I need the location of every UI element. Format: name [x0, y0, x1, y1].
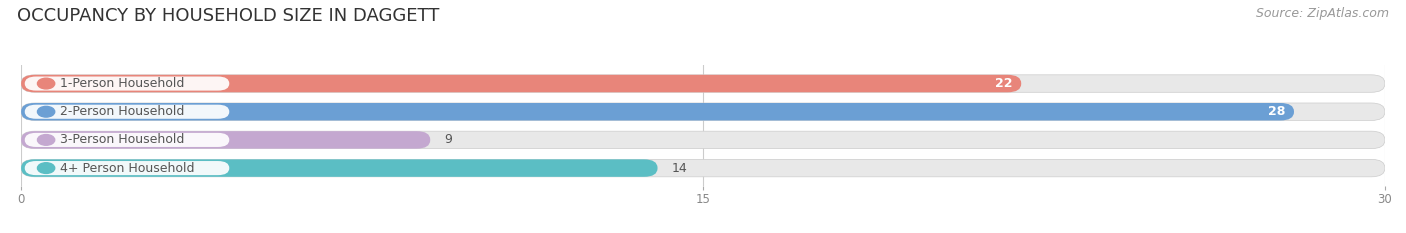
Text: 4+ Person Household: 4+ Person Household	[59, 161, 194, 175]
FancyBboxPatch shape	[21, 131, 430, 149]
Text: 14: 14	[671, 161, 688, 175]
FancyBboxPatch shape	[21, 159, 658, 177]
FancyBboxPatch shape	[21, 75, 1021, 92]
Circle shape	[38, 78, 55, 89]
Text: 3-Person Household: 3-Person Household	[59, 134, 184, 146]
FancyBboxPatch shape	[25, 76, 229, 91]
FancyBboxPatch shape	[21, 103, 1385, 120]
Text: 9: 9	[444, 134, 451, 146]
Text: Source: ZipAtlas.com: Source: ZipAtlas.com	[1256, 7, 1389, 20]
Circle shape	[38, 163, 55, 173]
Text: 1-Person Household: 1-Person Household	[59, 77, 184, 90]
Circle shape	[38, 106, 55, 117]
FancyBboxPatch shape	[25, 133, 229, 147]
FancyBboxPatch shape	[25, 105, 229, 119]
FancyBboxPatch shape	[21, 103, 1294, 120]
Text: 22: 22	[994, 77, 1012, 90]
Text: 28: 28	[1268, 105, 1285, 118]
Text: OCCUPANCY BY HOUSEHOLD SIZE IN DAGGETT: OCCUPANCY BY HOUSEHOLD SIZE IN DAGGETT	[17, 7, 439, 25]
Text: 2-Person Household: 2-Person Household	[59, 105, 184, 118]
FancyBboxPatch shape	[21, 131, 1385, 149]
FancyBboxPatch shape	[21, 75, 1385, 92]
Circle shape	[38, 134, 55, 145]
FancyBboxPatch shape	[21, 159, 1385, 177]
FancyBboxPatch shape	[25, 161, 229, 175]
